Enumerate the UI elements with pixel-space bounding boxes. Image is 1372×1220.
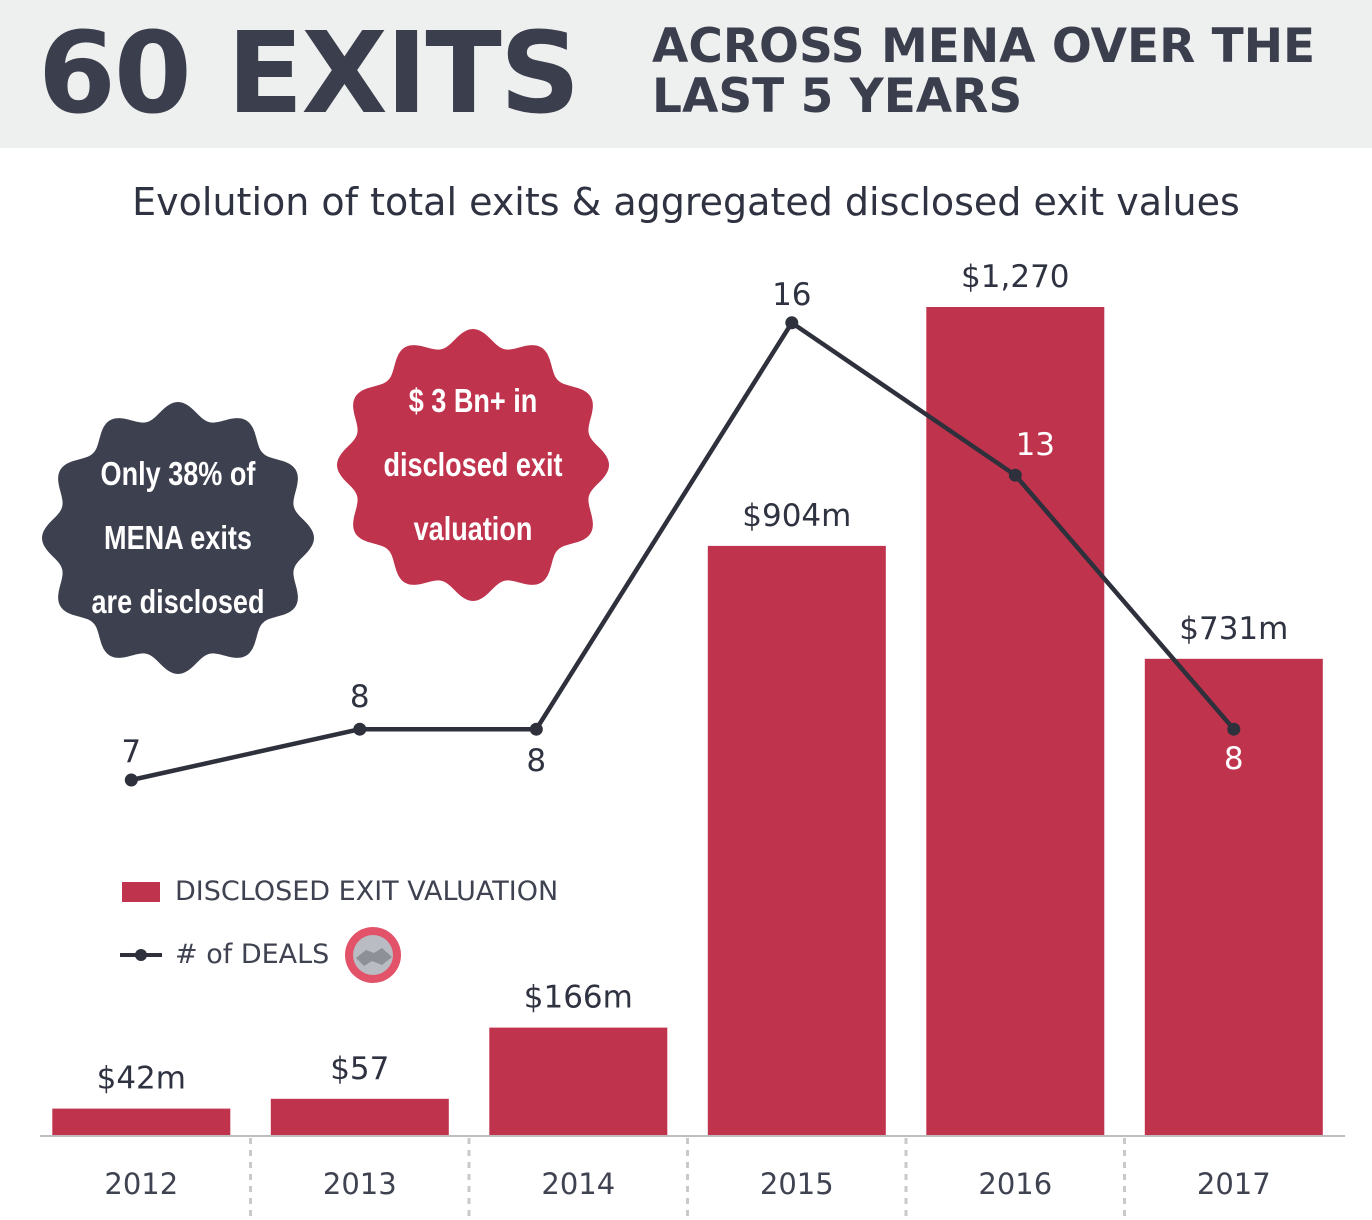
x-tick-label-2012: 2012 — [104, 1167, 178, 1201]
deals-line — [130, 320, 1236, 783]
dark-badge-text: Only 38% of MENA exits are disclosed — [80, 442, 277, 634]
valuation-bar-2012 — [52, 1108, 231, 1136]
valuation-bar-2016 — [926, 307, 1105, 1136]
x-tick-label-2016: 2016 — [978, 1167, 1052, 1201]
legend-bar-swatch — [122, 882, 160, 902]
x-axis: 2012 2013 2014 2015 2016 2017 — [40, 1135, 1345, 1220]
legend-label-valuation: DISCLOSED EXIT VALUATION — [175, 876, 559, 907]
valuation-label-2012: $42m — [97, 1061, 186, 1097]
valuation-bar-2014 — [489, 1027, 668, 1136]
deals-point-2012 — [124, 773, 138, 787]
x-tick-label-2017: 2017 — [1197, 1167, 1271, 1201]
deals-label-2016: 13 — [1016, 427, 1055, 463]
data-labels-group: $42m $57 $166m $904m $1,270 $731m 7 8 8 16 13 8 — [97, 259, 1289, 1097]
valuation-label-2015: $904m — [742, 498, 851, 534]
headline-subtitle-line2: LAST 5 YEARS — [652, 69, 1023, 124]
legend-label-deals: # of DEALS — [175, 939, 330, 970]
deals-label-2013: 8 — [350, 679, 370, 715]
valuation-label-2014: $166m — [524, 980, 633, 1016]
legend-marks — [120, 882, 401, 983]
x-tick-label-2015: 2015 — [760, 1167, 834, 1201]
deals-point-2017 — [1227, 722, 1241, 736]
dark-badge-line1: Only 38% of — [100, 455, 256, 492]
legend-line-marker — [135, 949, 147, 961]
deals-point-2014 — [529, 722, 543, 736]
red-badge-text: $ 3 Bn+ in disclosed exit valuation — [375, 369, 572, 561]
valuation-label-2016: $1,270 — [961, 259, 1069, 295]
x-tick-label-2013: 2013 — [323, 1167, 397, 1201]
deals-label-2012: 7 — [121, 734, 141, 770]
valuation-label-2017: $731m — [1179, 611, 1288, 647]
headline-subtitle-line1: ACROSS MENA OVER THE — [652, 19, 1316, 74]
dark-badge-line3: are disclosed — [91, 583, 265, 620]
deals-line-group — [124, 316, 1241, 787]
x-tick-label-2014: 2014 — [541, 1167, 615, 1201]
deals-label-2017: 8 — [1224, 741, 1244, 777]
deals-label-2014: 8 — [526, 743, 546, 779]
header-banner — [0, 0, 1372, 148]
red-badge-line1: $ 3 Bn+ in — [408, 382, 538, 419]
headline-exits-count: 60 EXITS — [38, 9, 580, 139]
deals-label-2015: 16 — [772, 277, 811, 313]
deals-point-2016 — [1008, 468, 1022, 482]
red-badge-line2: disclosed exit — [383, 446, 563, 483]
bar-series-group — [52, 307, 1323, 1136]
dark-scalloped-badge — [42, 402, 314, 674]
handshake-icon — [345, 927, 401, 983]
valuation-bar-2015 — [707, 545, 886, 1136]
dark-badge-line2: MENA exits — [104, 519, 252, 556]
headline-subtitle: ACROSS MENA OVER THE LAST 5 YEARS — [652, 22, 1352, 122]
valuation-label-2013: $57 — [330, 1051, 389, 1087]
red-scalloped-badge — [337, 329, 609, 601]
valuation-bar-2017 — [1144, 658, 1323, 1136]
deals-point-2015 — [785, 316, 799, 330]
deals-point-2013 — [353, 722, 367, 736]
valuation-bar-2013 — [270, 1098, 449, 1136]
chart-title: Evolution of total exits & aggregated di… — [132, 180, 1240, 224]
red-badge-line3: valuation — [413, 510, 533, 547]
